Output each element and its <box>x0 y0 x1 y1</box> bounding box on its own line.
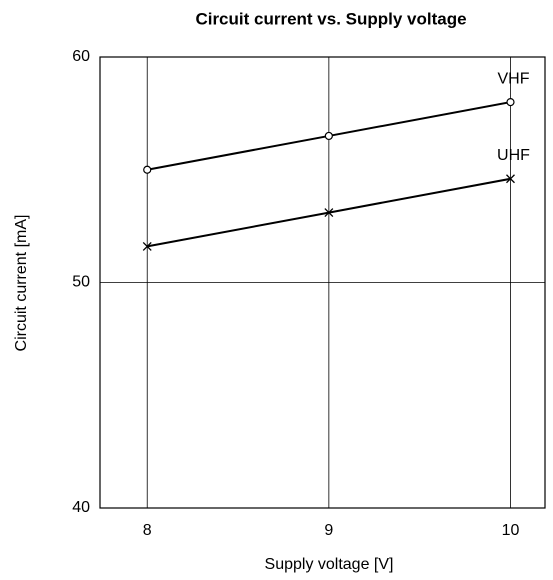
x-tick-label: 10 <box>502 522 520 539</box>
y-tick-label: 60 <box>72 48 90 65</box>
marker <box>143 165 152 174</box>
marker <box>506 174 515 184</box>
y-tick-label: 40 <box>72 499 90 516</box>
y-axis-label: Circuit current [mA] <box>13 215 30 352</box>
series-label: UHF <box>497 147 530 164</box>
chart-title: Circuit current vs. Supply voltage <box>195 9 466 28</box>
x-tick-label: 9 <box>324 522 333 539</box>
marker <box>324 131 333 141</box>
marker <box>506 97 515 107</box>
x-axis-label: Supply voltage [V] <box>265 556 394 573</box>
series-label: VHF <box>497 70 529 87</box>
y-tick-label: 50 <box>72 274 90 291</box>
x-tick-label: 8 <box>143 522 152 539</box>
marker <box>324 208 334 218</box>
marker <box>142 241 152 251</box>
plot-frame <box>99 56 546 509</box>
